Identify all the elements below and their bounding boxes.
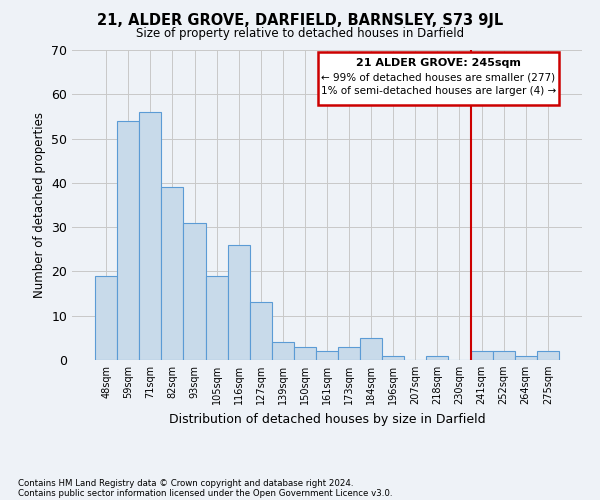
Bar bbox=[537, 351, 559, 360]
Bar bbox=[493, 351, 515, 360]
Bar bbox=[294, 346, 316, 360]
Bar bbox=[95, 276, 117, 360]
Bar bbox=[227, 245, 250, 360]
Text: Contains public sector information licensed under the Open Government Licence v3: Contains public sector information licen… bbox=[18, 488, 392, 498]
Text: 1% of semi-detached houses are larger (4) →: 1% of semi-detached houses are larger (4… bbox=[321, 86, 556, 97]
Text: Contains HM Land Registry data © Crown copyright and database right 2024.: Contains HM Land Registry data © Crown c… bbox=[18, 478, 353, 488]
Bar bbox=[470, 351, 493, 360]
Text: ← 99% of detached houses are smaller (277): ← 99% of detached houses are smaller (27… bbox=[322, 72, 556, 82]
Bar bbox=[316, 351, 338, 360]
Y-axis label: Number of detached properties: Number of detached properties bbox=[32, 112, 46, 298]
Bar bbox=[515, 356, 537, 360]
FancyBboxPatch shape bbox=[318, 52, 559, 106]
Bar bbox=[360, 338, 382, 360]
Bar bbox=[161, 188, 184, 360]
Bar bbox=[272, 342, 294, 360]
Bar bbox=[338, 346, 360, 360]
Text: Size of property relative to detached houses in Darfield: Size of property relative to detached ho… bbox=[136, 28, 464, 40]
Bar bbox=[250, 302, 272, 360]
Text: 21 ALDER GROVE: 245sqm: 21 ALDER GROVE: 245sqm bbox=[356, 58, 521, 68]
Bar bbox=[427, 356, 448, 360]
Bar bbox=[206, 276, 227, 360]
Bar bbox=[139, 112, 161, 360]
Bar bbox=[117, 121, 139, 360]
Bar bbox=[382, 356, 404, 360]
Bar bbox=[184, 222, 206, 360]
Text: 21, ALDER GROVE, DARFIELD, BARNSLEY, S73 9JL: 21, ALDER GROVE, DARFIELD, BARNSLEY, S73… bbox=[97, 12, 503, 28]
X-axis label: Distribution of detached houses by size in Darfield: Distribution of detached houses by size … bbox=[169, 412, 485, 426]
